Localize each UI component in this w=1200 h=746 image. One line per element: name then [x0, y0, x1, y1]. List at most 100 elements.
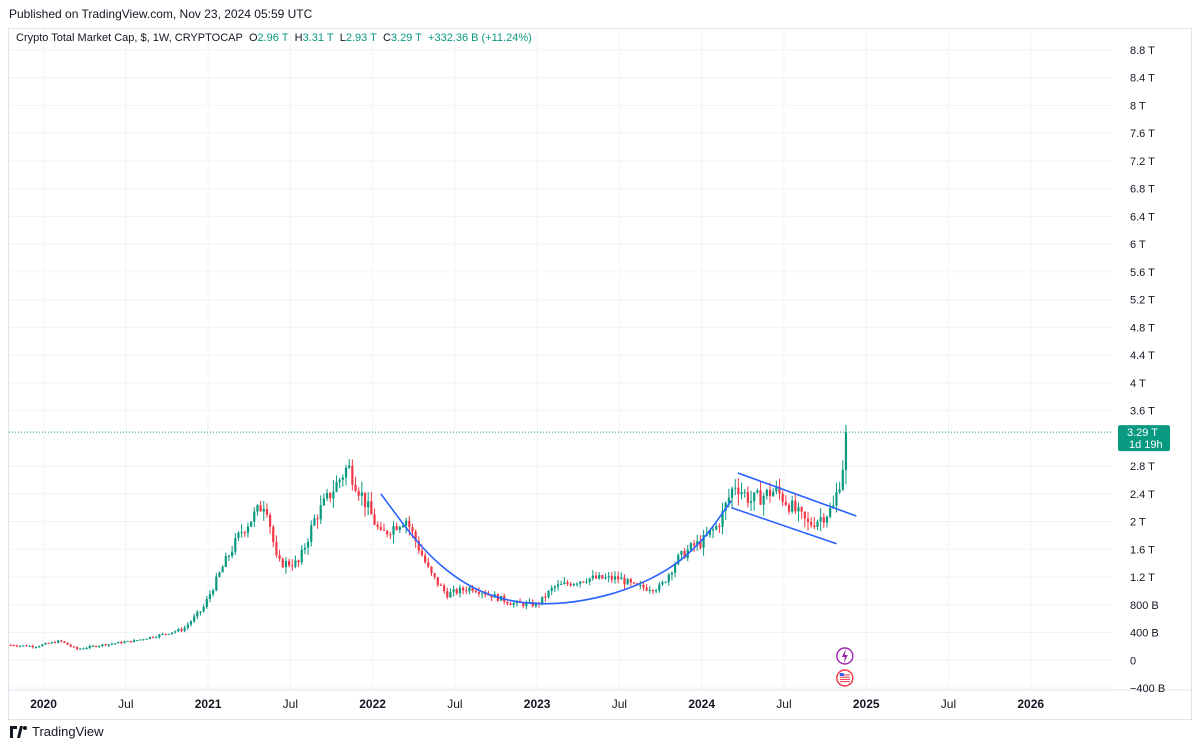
candle-body — [72, 646, 76, 648]
candle-body — [335, 482, 338, 492]
candle-body — [490, 594, 493, 598]
candle-body — [528, 601, 531, 603]
candle-body — [9, 645, 12, 646]
candle-body — [256, 505, 259, 512]
candle-body — [582, 581, 585, 583]
candle-body — [75, 646, 79, 650]
candle-body — [306, 541, 310, 548]
candle-body — [661, 582, 664, 585]
x-tick-label: 2023 — [524, 697, 551, 711]
candle-body — [262, 508, 265, 512]
candle-body — [398, 527, 401, 530]
candle-body — [44, 643, 47, 645]
candle-body — [98, 645, 101, 647]
candle-body — [348, 465, 351, 468]
candle-body — [664, 581, 667, 583]
candle-body — [41, 644, 44, 647]
candle-body — [841, 469, 844, 490]
candle-body — [189, 621, 193, 625]
candle-body — [243, 532, 246, 534]
candle-body — [341, 477, 344, 480]
candle-body — [613, 576, 617, 580]
candle-body — [727, 497, 730, 503]
x-tick-label: 2021 — [195, 697, 222, 711]
candle-body — [107, 644, 110, 646]
candle-body — [512, 603, 515, 605]
candle-body — [218, 572, 221, 577]
last-price-tag-countdown: 1d 19h — [1129, 439, 1163, 451]
candle-body — [765, 489, 768, 496]
candle-body — [47, 643, 50, 645]
legend-high-value: 3.31 T — [302, 32, 334, 44]
candle-body — [22, 645, 25, 647]
candle-body — [743, 492, 746, 494]
candle-body — [683, 551, 686, 558]
legend-high-label: H — [294, 32, 303, 44]
footer: TradingView — [0, 720, 1200, 746]
candle-body — [680, 551, 683, 555]
candle-body — [259, 505, 262, 512]
candle-body — [313, 518, 316, 526]
candle-body — [401, 525, 405, 528]
y-tick-label: 5.6 T — [1130, 267, 1155, 279]
candle-body — [465, 590, 468, 592]
candle-body — [284, 560, 288, 568]
candle-body — [205, 599, 208, 607]
candle-body — [753, 492, 756, 502]
candle-body — [439, 584, 443, 586]
candle-body — [699, 541, 702, 548]
candle-body — [294, 560, 297, 567]
candle-body — [129, 640, 132, 643]
candle-body — [145, 638, 148, 640]
candle-body — [386, 530, 389, 535]
candle-body — [711, 529, 715, 531]
candle-body — [297, 560, 300, 563]
candle-body — [791, 500, 794, 512]
candle-body — [623, 577, 626, 585]
candle-body — [351, 465, 354, 485]
y-tick-label: 8 T — [1130, 100, 1146, 112]
candle-body — [167, 633, 170, 635]
candle-body — [607, 576, 610, 578]
y-tick-label: 0 — [1130, 655, 1136, 667]
y-tick-label: 4.4 T — [1130, 350, 1155, 362]
candle-body — [325, 492, 329, 499]
candle-body — [395, 526, 398, 530]
candle-body — [768, 489, 772, 497]
candle-body — [724, 502, 727, 511]
candle-body — [373, 514, 376, 525]
candle-body — [629, 579, 632, 583]
last-price-tag-value: 3.29 T — [1127, 427, 1158, 439]
candle-body — [626, 579, 629, 585]
published-label: Published on TradingView.com, Nov 23, 20… — [9, 7, 313, 21]
candle-body — [617, 576, 620, 580]
candle-body — [787, 504, 791, 512]
candle-body — [721, 510, 724, 527]
candle-body — [772, 491, 775, 497]
candle-body — [329, 492, 332, 499]
candle-body — [759, 490, 762, 505]
candle-body — [174, 631, 177, 633]
x-tick-label: Jul — [283, 697, 298, 711]
tradingview-brand[interactable]: TradingView — [10, 724, 104, 739]
candle-body — [702, 535, 705, 548]
candle-body — [69, 644, 72, 647]
candle-body — [480, 593, 484, 595]
candle-body — [319, 505, 322, 520]
candle-body — [715, 526, 718, 530]
candle-body — [316, 518, 319, 520]
channel-upper — [737, 472, 857, 517]
channel-lower — [731, 506, 837, 545]
candle-body — [509, 603, 512, 605]
candle-body — [462, 587, 465, 591]
candle-body — [670, 572, 674, 575]
legend-change: +332.36 B (+11.24%) — [428, 32, 532, 44]
y-tick-label: 2 T — [1130, 517, 1146, 529]
candle-body — [458, 587, 462, 594]
candle-body — [332, 491, 335, 499]
candle-body — [34, 647, 38, 649]
candle-body — [278, 555, 281, 559]
candle-body — [186, 624, 189, 628]
y-tick-label: 400 B — [1130, 628, 1159, 640]
